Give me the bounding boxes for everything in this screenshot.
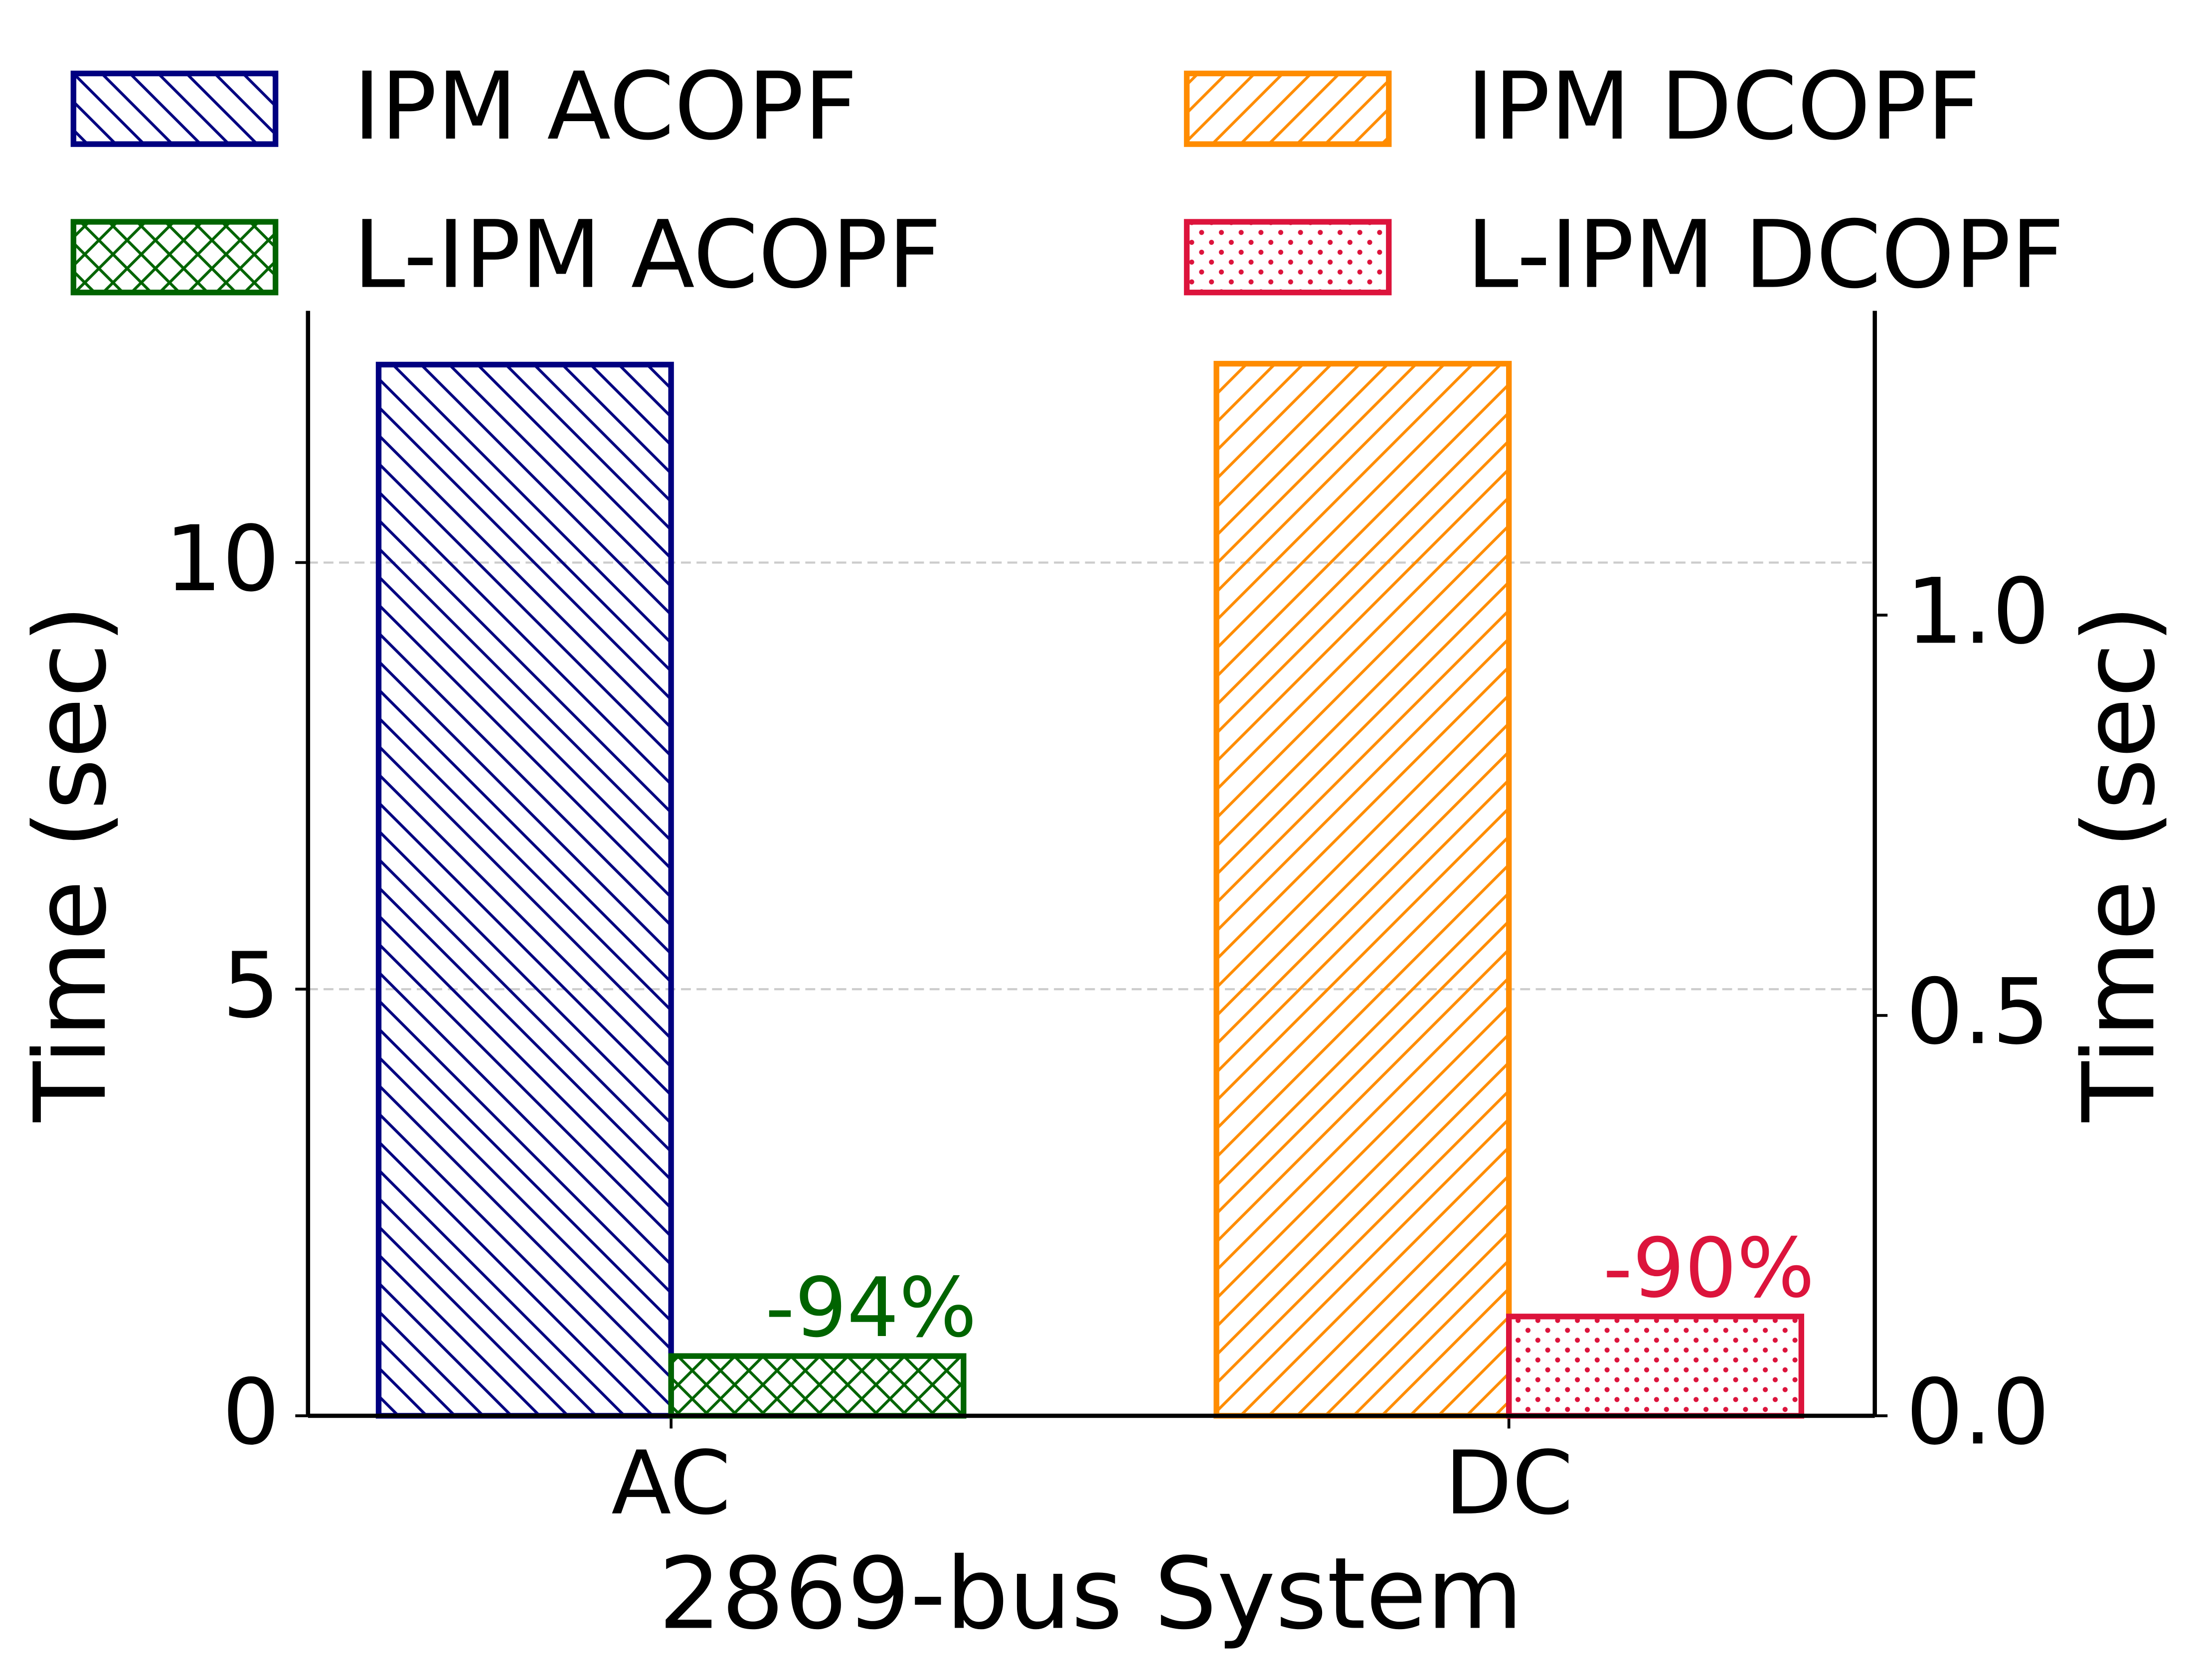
bar	[1506, 1314, 1804, 1419]
y2-axis-label: Time (sec)	[2061, 605, 2177, 1123]
legend-swatch	[1184, 70, 1392, 147]
bar	[375, 361, 674, 1419]
x-tick-label: DC	[1445, 1433, 1573, 1534]
y-tick-label: 10	[165, 506, 280, 612]
bar	[1213, 360, 1512, 1419]
bar-annotation: -94%	[765, 1260, 977, 1355]
y-tick-label: 0	[222, 1359, 280, 1465]
bar	[668, 1353, 967, 1419]
legend-label: L-IPM ACOPF	[353, 201, 941, 310]
y2-tick-label: 1.0	[1906, 559, 2049, 664]
legend-label: L-IPM DCOPF	[1467, 201, 2064, 310]
legend-label: IPM DCOPF	[1467, 52, 1981, 161]
legend-swatch	[70, 219, 279, 296]
y-tick-label: 5	[222, 933, 280, 1038]
legend-swatch	[1184, 219, 1392, 296]
legend-swatch	[70, 70, 279, 147]
bar-annotation: -90%	[1603, 1220, 1815, 1316]
x-tick-label: AC	[611, 1433, 731, 1534]
y2-tick-label: 0.5	[1906, 959, 2049, 1064]
y2-tick-label: 0.0	[1906, 1359, 2049, 1465]
legend-label: IPM ACOPF	[353, 52, 857, 161]
x-axis-label: 2869-bus System	[659, 1536, 1523, 1651]
y-axis-label: Time (sec)	[13, 605, 128, 1123]
